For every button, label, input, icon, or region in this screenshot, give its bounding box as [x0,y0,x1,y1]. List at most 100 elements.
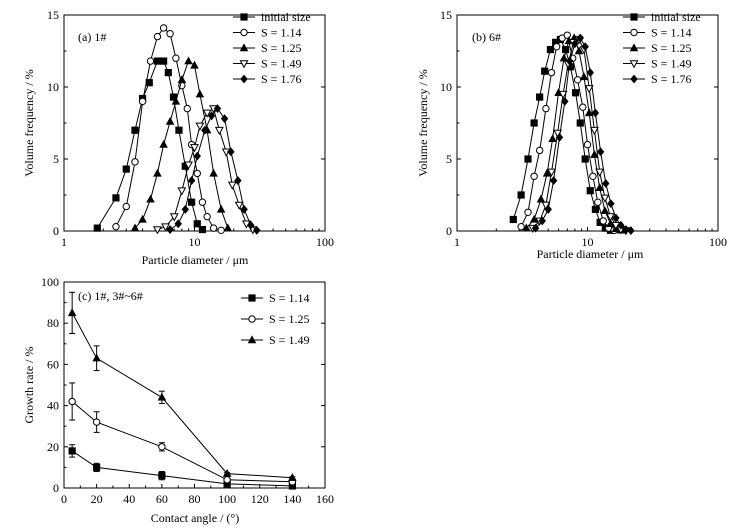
data-point [153,32,162,41]
data-point [93,224,101,232]
legend-label: S = 1.14 [651,26,691,40]
legend-marker [247,335,257,344]
data-point [586,68,594,78]
x-tick-label: 10 [582,235,594,249]
data-point [253,225,261,235]
data-point [174,219,182,229]
x-tick-label: 80 [189,492,201,506]
data-point [617,220,625,230]
legend-item: S = 1.76 [233,72,301,86]
x-tick-label: 1 [454,235,460,249]
data-point [583,140,592,149]
data-point [130,223,140,232]
series-s-1.25 [68,382,297,486]
data-point [152,226,162,235]
data-point [612,213,620,223]
x-tick-label: 120 [251,492,269,506]
data-point [581,155,589,163]
series-s-1.14 [68,444,296,490]
data-point [555,132,564,142]
legend-item: initial size [233,10,311,24]
legend-item: initial size [623,10,701,24]
legend-item: S = 1.14 [241,291,309,305]
data-point [190,60,199,69]
data-point [552,42,561,51]
legend-marker [248,315,256,323]
legend-marker [239,43,249,52]
data-point [596,147,605,157]
legend-marker [629,43,639,52]
data-point [576,119,584,127]
data-point [547,168,556,177]
data-point [509,215,517,224]
data-point [112,194,120,202]
legend-label: S = 1.49 [269,333,309,347]
legend-item: S = 1.49 [623,57,691,71]
data-point [193,220,201,228]
y-tick-label: 60 [47,357,59,371]
x-tick-label: 1 [61,235,67,249]
data-point [576,33,584,43]
data-point [146,194,155,203]
data-point [158,472,166,480]
y-tick-label: 20 [47,440,59,454]
data-point [177,75,187,83]
data-point [153,57,162,65]
data-point [201,125,209,135]
data-point [522,223,531,232]
data-point [198,225,207,234]
data-point [190,144,199,153]
data-point [153,168,162,177]
legend-item: S = 1.76 [623,72,691,86]
data-point [169,213,179,222]
legend-marker [248,294,256,302]
data-point [594,198,602,206]
data-point [538,216,546,226]
series-s-1.14 [517,31,618,234]
data-point [549,176,558,186]
data-point [574,46,584,55]
data-point [207,111,216,121]
data-point [220,114,229,124]
data-point [531,223,540,233]
legend-item: S = 1.49 [241,333,309,347]
data-point [247,220,255,230]
y-tick-label: 100 [41,275,59,289]
data-point [595,183,604,192]
data-point [202,109,212,118]
y-axis-title: Volume frequency / % [416,69,430,176]
data-point [171,96,181,105]
y-tick-label: 5 [53,152,59,166]
x-tick-label: 10 [189,235,201,249]
data-point [579,72,589,81]
x-tick-label: 100 [709,235,727,249]
data-point [548,134,557,143]
data-point [195,89,205,98]
data-point [234,201,244,210]
data-point [530,119,538,127]
data-point [589,126,599,136]
data-point [535,146,544,155]
y-tick-label: 15 [47,8,59,22]
data-point [164,69,172,77]
data-point [184,56,193,65]
legend-item: S = 1.25 [623,41,691,55]
legend-marker [630,74,638,84]
data-point [240,204,248,214]
x-tick-label: 0 [61,492,67,506]
data-point [571,39,579,49]
series-s-1.14 [112,24,225,234]
data-point [187,198,196,206]
data-point [586,187,594,195]
data-point [544,204,552,214]
data-point [524,155,532,163]
data-point [203,212,211,221]
y-axis-title: Volume frequency / % [22,69,36,176]
data-point [524,208,532,216]
data-point [600,194,610,203]
data-point [159,139,168,148]
x-tick-label: 20 [91,492,103,506]
data-point [599,217,607,225]
data-point [561,96,569,106]
